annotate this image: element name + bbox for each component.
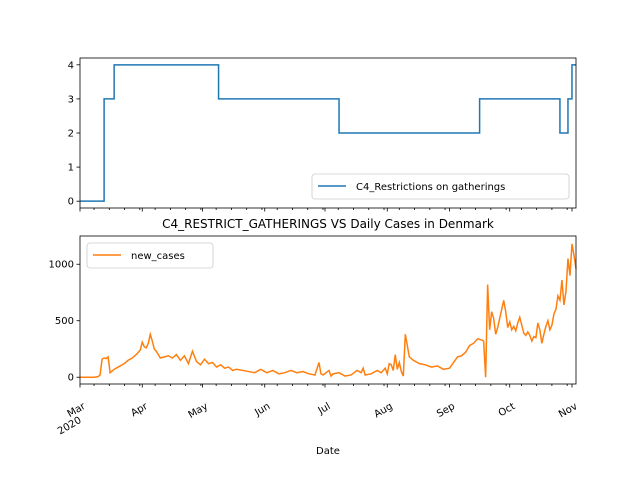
cases-y-tick-label: 500 bbox=[55, 316, 74, 327]
restrictions-y-tick-label: 2 bbox=[68, 129, 74, 140]
restrictions-y-tick-label: 1 bbox=[68, 163, 74, 174]
restrictions-chart: 0 1 2 3 4 C4_Restrictions on gatherings bbox=[68, 57, 577, 212]
cases-legend-label: new_cases bbox=[131, 251, 185, 262]
restrictions-x-axis bbox=[79, 208, 573, 212]
restrictions-legend-label: C4_Restrictions on gatherings bbox=[356, 182, 505, 193]
cases-legend-box bbox=[86, 242, 214, 269]
cases-y-axis: 0 500 1000 bbox=[49, 260, 80, 384]
cases-axes-frame bbox=[79, 235, 577, 385]
restrictions-y-tick-label: 3 bbox=[68, 94, 74, 105]
restrictions-y-axis: 0 1 2 3 4 bbox=[68, 60, 80, 208]
cases-chart: C4_RESTRICT_GATHERINGS VS Daily Cases in… bbox=[49, 217, 580, 457]
restrictions-series-line bbox=[80, 64, 576, 202]
cases-y-tick-label: 0 bbox=[68, 373, 74, 384]
cases-x-axis-label: Date bbox=[316, 446, 340, 457]
restrictions-y-tick-label: 0 bbox=[68, 197, 74, 208]
cases-series-line bbox=[80, 243, 577, 378]
cases-legend: new_cases bbox=[86, 242, 214, 269]
restrictions-legend-box bbox=[311, 173, 570, 200]
cases-y-tick-label: 1000 bbox=[49, 260, 74, 271]
restrictions-y-tick-label: 4 bbox=[68, 60, 74, 71]
restrictions-legend: C4_Restrictions on gatherings bbox=[311, 173, 570, 200]
cases-chart-title: C4_RESTRICT_GATHERINGS VS Daily Cases in… bbox=[162, 217, 494, 231]
